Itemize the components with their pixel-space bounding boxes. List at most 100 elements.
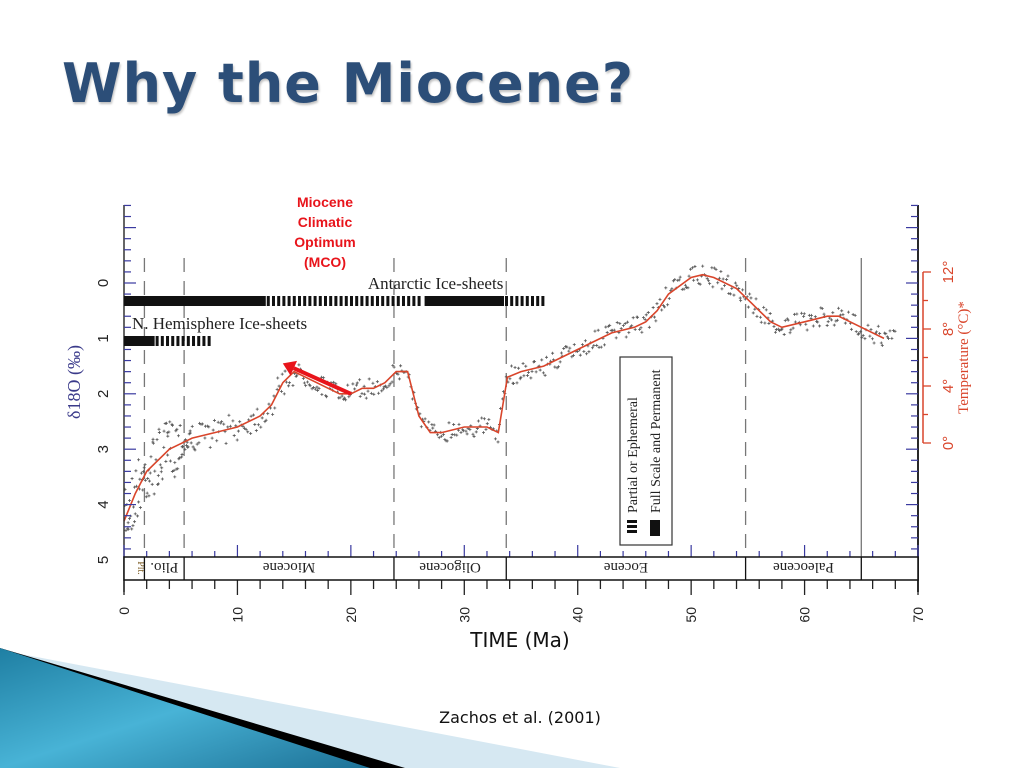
data-point <box>449 435 453 439</box>
data-point <box>816 320 820 324</box>
data-point <box>626 320 630 324</box>
data-point <box>170 423 174 427</box>
ice-sheet-partial-bar <box>401 296 405 306</box>
data-point <box>236 429 240 433</box>
data-point <box>638 327 642 331</box>
data-point <box>257 423 261 427</box>
data-point <box>754 297 758 301</box>
y-tick-label: 0 <box>95 279 112 287</box>
data-point <box>553 365 557 369</box>
data-point <box>854 330 858 334</box>
x-axis-title: TIME (Ma) <box>470 628 570 652</box>
data-point <box>173 475 177 479</box>
y-tick-label: 4 <box>95 500 112 508</box>
data-point <box>721 277 725 281</box>
data-point <box>141 488 145 492</box>
data-point <box>419 425 423 429</box>
data-point <box>224 441 228 445</box>
data-point <box>134 469 138 473</box>
data-point <box>168 459 172 463</box>
data-point <box>712 266 716 270</box>
data-point <box>229 424 233 428</box>
ice-sheet-partial-bar <box>323 296 327 306</box>
data-point <box>722 284 726 288</box>
data-point <box>399 364 403 368</box>
data-point <box>746 305 750 309</box>
data-point <box>178 456 182 460</box>
data-point <box>162 429 166 433</box>
data-point <box>166 453 170 457</box>
data-point <box>719 269 723 273</box>
data-point <box>802 312 806 316</box>
data-point <box>380 389 384 393</box>
data-point <box>162 445 166 449</box>
data-point <box>124 528 128 532</box>
x-tick-label: 60 <box>797 607 813 623</box>
data-point <box>805 328 809 332</box>
data-point <box>154 458 158 462</box>
data-point <box>157 427 161 431</box>
ice-sheet-full-bar <box>424 296 504 306</box>
data-point <box>168 420 172 424</box>
legend-box <box>619 356 673 546</box>
data-point <box>733 281 737 285</box>
ice-sheet-partial-bar <box>370 296 374 306</box>
ice-sheet-label: Antarctic Ice-sheets <box>368 274 503 293</box>
data-point <box>471 432 475 436</box>
data-point <box>164 459 168 463</box>
data-point <box>676 278 680 282</box>
data-point <box>138 477 142 481</box>
data-point <box>432 423 436 427</box>
data-point <box>644 313 648 317</box>
data-point <box>482 431 486 435</box>
data-point <box>618 322 622 326</box>
data-point <box>145 491 149 495</box>
data-point <box>385 386 389 390</box>
data-point <box>857 331 861 335</box>
data-point <box>226 425 230 429</box>
data-point <box>190 424 194 428</box>
x-tick-label: 20 <box>343 607 359 623</box>
data-point <box>315 385 319 389</box>
ice-sheet-partial-bar <box>334 296 338 306</box>
ice-sheet-partial-bar <box>360 296 364 306</box>
data-point <box>427 420 431 424</box>
data-point <box>624 335 628 339</box>
data-point <box>593 329 597 333</box>
data-point <box>551 351 555 355</box>
data-point <box>793 320 797 324</box>
data-point <box>630 324 634 328</box>
data-point <box>130 527 134 531</box>
data-point <box>255 407 259 411</box>
ice-sheet-partial-bar <box>365 296 369 306</box>
data-point <box>332 380 336 384</box>
data-point <box>160 466 164 470</box>
data-point <box>869 328 873 332</box>
data-point <box>343 396 347 400</box>
data-point <box>522 374 526 378</box>
data-point <box>849 327 853 331</box>
data-point <box>888 329 892 333</box>
data-point <box>583 339 587 343</box>
ice-sheet-partial-bar <box>391 296 395 306</box>
data-point <box>450 432 454 436</box>
epoch-label: Oligocene <box>419 559 481 575</box>
data-point <box>776 327 780 331</box>
data-point <box>768 312 772 316</box>
data-point <box>216 420 220 424</box>
data-point <box>347 395 351 399</box>
data-point <box>655 302 659 306</box>
data-point <box>246 430 250 434</box>
data-point <box>306 380 310 384</box>
data-point <box>364 396 368 400</box>
data-point <box>693 265 697 269</box>
data-point <box>366 389 370 393</box>
ice-sheet-partial-bar <box>155 336 159 346</box>
data-point <box>375 380 379 384</box>
data-point <box>818 324 822 328</box>
data-point <box>377 391 381 395</box>
citation: Zachos et al. (2001) <box>439 708 601 727</box>
data-point <box>739 299 743 303</box>
ice-sheet-partial-bar <box>536 296 540 306</box>
